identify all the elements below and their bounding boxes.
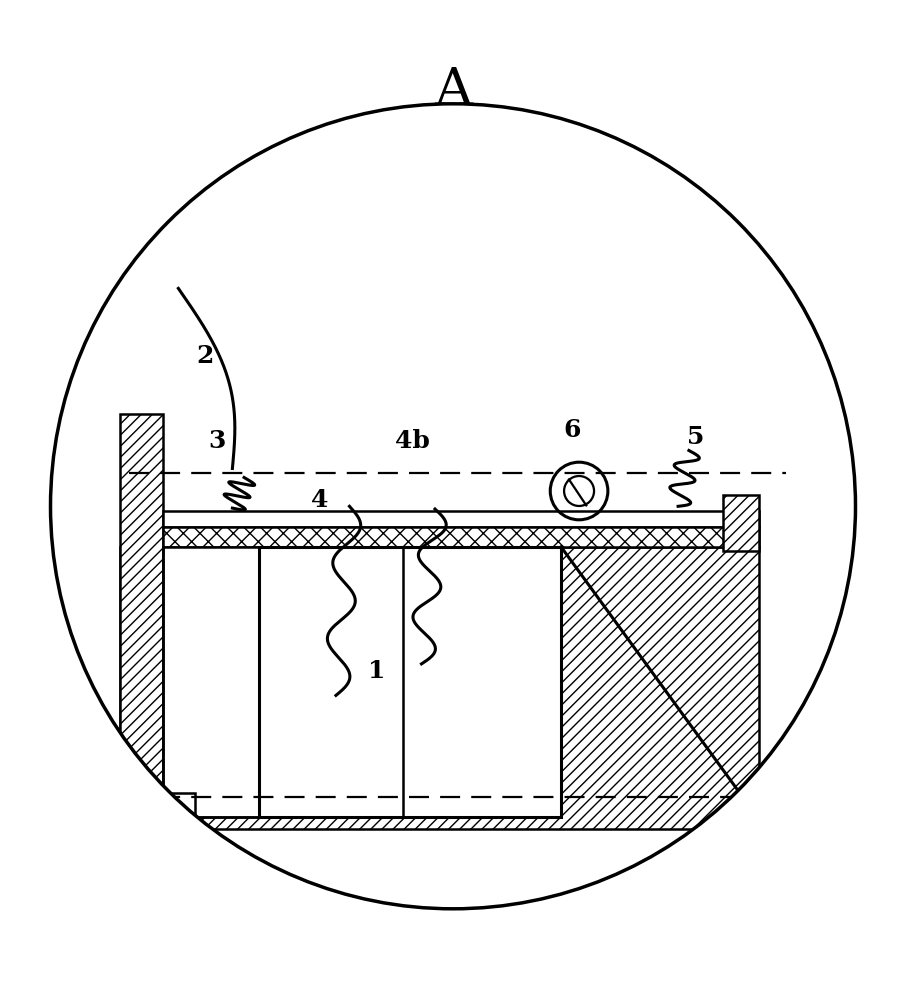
Text: A: A	[434, 65, 472, 116]
Circle shape	[51, 104, 855, 909]
Text: 3: 3	[208, 429, 226, 453]
Bar	[723, 495, 759, 551]
Bar	[163, 527, 759, 547]
Bar	[120, 547, 759, 829]
Text: 5: 5	[688, 425, 705, 449]
Bar	[163, 527, 759, 547]
Text: 4b: 4b	[395, 429, 430, 453]
Bar	[120, 547, 759, 829]
Text: 4: 4	[311, 488, 328, 512]
Bar	[120, 414, 163, 829]
Bar	[120, 414, 163, 829]
Text: 1: 1	[368, 659, 385, 683]
Text: 6: 6	[564, 418, 581, 442]
Text: 2: 2	[197, 344, 214, 368]
Bar	[259, 547, 561, 817]
Bar	[163, 547, 259, 817]
Bar	[163, 793, 196, 829]
Bar	[163, 511, 759, 527]
Bar	[723, 495, 759, 551]
